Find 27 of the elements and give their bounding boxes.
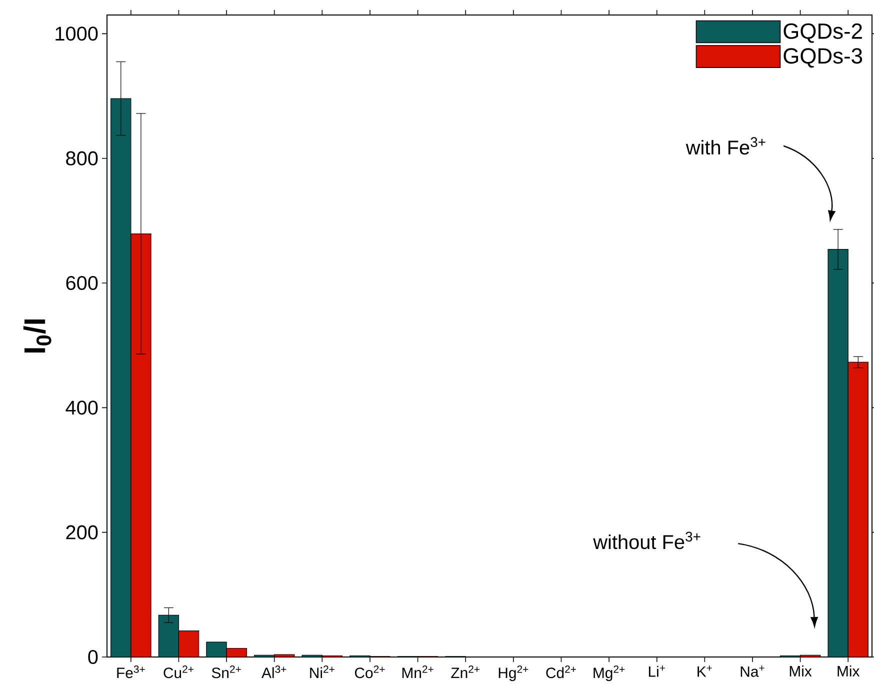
- x-tick-label: Cu$^{2+}$: [164, 666, 194, 678]
- x-tick-label: Fe$^{3+}$: [117, 666, 145, 678]
- legend-label: GQDs-3: [784, 48, 862, 68]
- y-tick-label: 800: [66, 151, 98, 166]
- x-tick-label: Cd$^{2+}$: [546, 666, 576, 678]
- annotation: with Fe$^{3+}$: [686, 137, 766, 155]
- x-tick-label: Sn$^{2+}$: [212, 666, 241, 678]
- y-tick-label: 600: [66, 276, 98, 290]
- x-tick-label: Co$^{2+}$: [354, 666, 385, 678]
- annotation: without Fe$^{3+}$: [593, 532, 700, 550]
- x-tick-label: Mix: [790, 666, 812, 676]
- x-tick-label: Zn$^{2+}$: [451, 666, 480, 678]
- x-tick-label: Al$^{3+}$: [262, 666, 286, 678]
- x-tick-label: Mn$^{2+}$: [402, 666, 434, 678]
- y-tick-label: 1000: [56, 26, 98, 41]
- x-tick-label: Li$^{+}$: [648, 666, 665, 677]
- x-tick-label: Hg$^{2+}$: [498, 666, 528, 682]
- x-tick-label: Mix: [838, 666, 860, 676]
- x-tick-label: Na$^{+}$: [740, 666, 764, 677]
- y-axis-title: I$_{0}$/I: [23, 319, 52, 353]
- x-tick-label: Ni$^{2+}$: [310, 666, 334, 678]
- x-tick-label: K$^{+}$: [698, 666, 712, 677]
- y-tick-label: 200: [66, 525, 98, 540]
- x-tick-label: Mg$^{2+}$: [594, 666, 625, 682]
- y-tick-label: 400: [66, 400, 98, 415]
- y-tick-label: 0: [88, 650, 98, 664]
- legend-label: GQDs-2: [784, 23, 862, 43]
